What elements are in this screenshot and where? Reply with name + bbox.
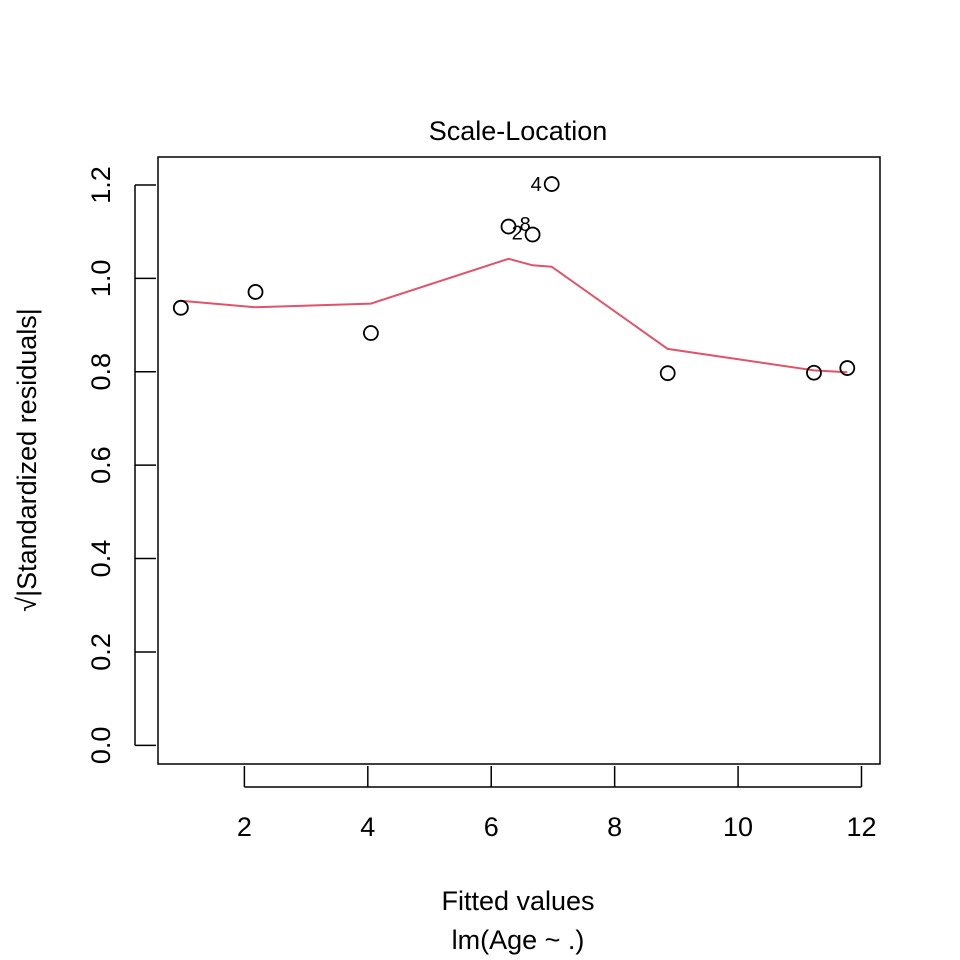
y-tick-label: 1.0 [86, 260, 116, 298]
data-point [524, 226, 541, 243]
data-point [839, 360, 856, 376]
point-label: 2 [512, 223, 523, 245]
point-label: 8 [520, 214, 531, 236]
y-axis: 0.0 0.2 0.4 0.6 0.8 1.0 1.2 [86, 166, 156, 764]
data-point [362, 325, 379, 341]
x-tick-label: 6 [484, 812, 499, 842]
y-tick-label: 0.8 [86, 353, 116, 391]
x-tick-label: 2 [237, 812, 252, 842]
x-tick-label: 10 [723, 812, 753, 842]
plot-frame [157, 156, 881, 765]
points-group [172, 176, 856, 382]
x-tick-label: 8 [607, 812, 622, 842]
smooth-line [180, 257, 848, 374]
y-tick-label: 0.2 [86, 633, 116, 671]
chart-title: Scale-Location [429, 116, 608, 146]
y-axis-label: √|Standardized residuals| [12, 308, 42, 612]
x-axis: 2 4 6 8 10 12 [237, 766, 877, 842]
data-point [247, 284, 264, 300]
point-labels-group: 482 [512, 174, 542, 245]
y-tick-label: 0.0 [86, 727, 116, 765]
x-axis-label: Fitted values [441, 886, 594, 916]
data-point [806, 364, 822, 381]
x-tick-label: 4 [360, 812, 375, 842]
y-tick-label: 0.4 [86, 540, 116, 578]
point-label: 4 [531, 174, 542, 196]
data-point [659, 365, 676, 382]
smooth-line-group [180, 257, 848, 374]
data-point [500, 218, 517, 235]
y-tick-label: 0.6 [86, 446, 116, 484]
x-axis-sublabel: lm(Age ~ .) [452, 925, 585, 955]
data-point [543, 176, 560, 192]
data-point [172, 299, 189, 316]
y-tick-label: 1.2 [86, 166, 116, 204]
x-tick-label: 12 [846, 812, 876, 842]
